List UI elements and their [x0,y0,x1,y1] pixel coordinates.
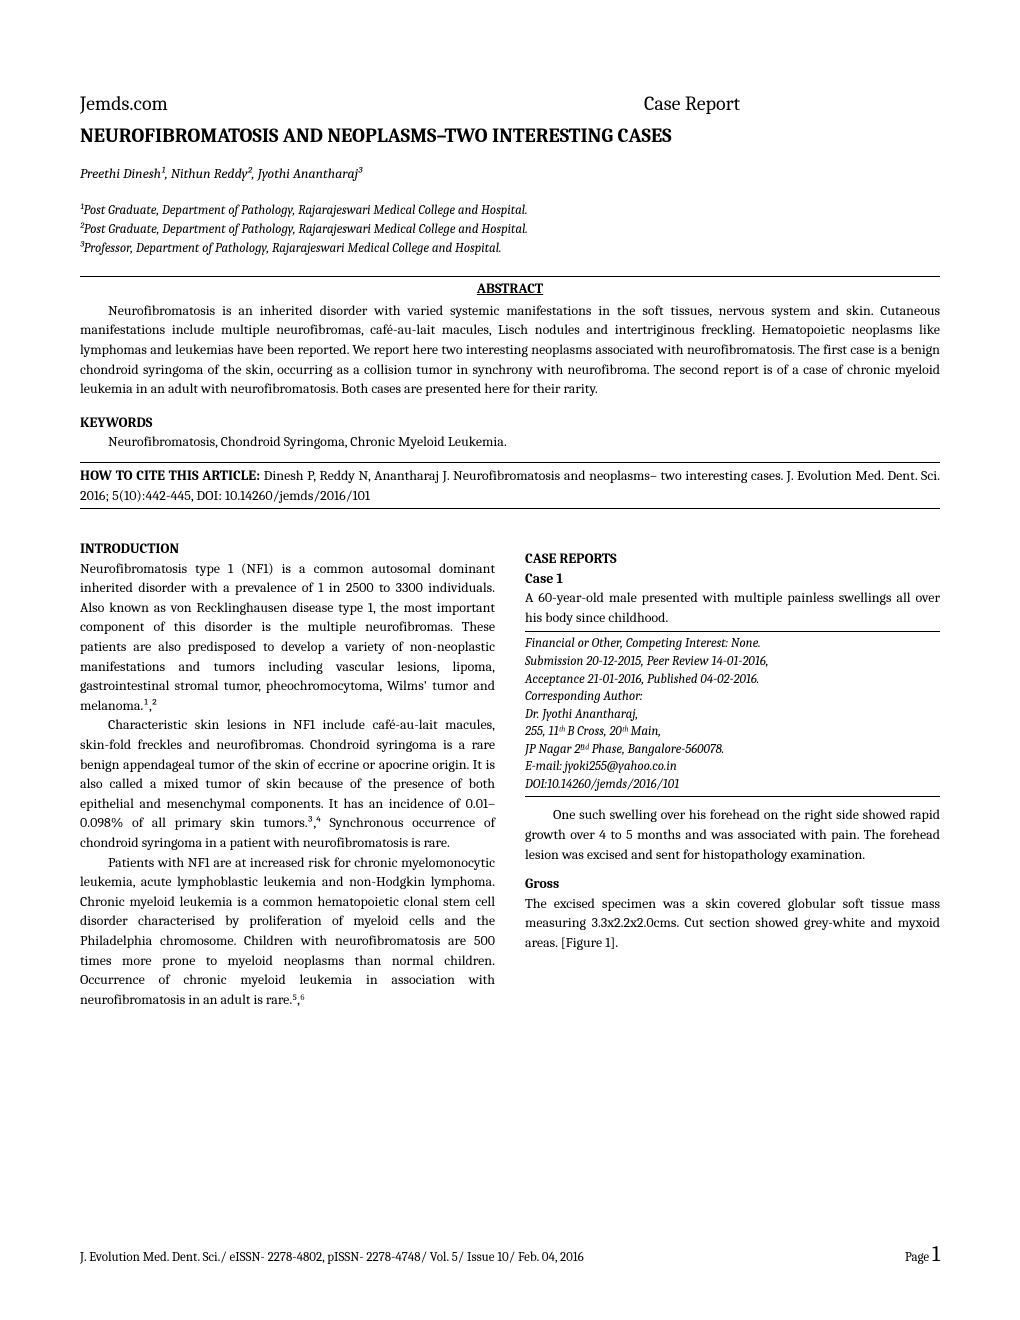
article-info-box: Financial or Other, Competing Interest: … [525,631,940,797]
header-line: Jemds.com Case Report [80,90,940,118]
info-line-6: 255, 11ᵗʰ B Cross, 20ᵗʰ Main, [525,723,940,741]
keywords-text: Neurofibromatosis, Chondroid Syringoma, … [80,432,940,452]
spacer [525,864,940,874]
intro-para-3: Patients with NF1 are at increased risk … [80,853,495,1010]
gross-para-1: The excised specimen was a skin covered … [525,894,940,953]
article-title: NEUROFIBROMATOSIS AND NEOPLASMS–TWO INTE… [80,122,940,150]
footer: J. Evolution Med. Dent. Sci./ eISSN- 227… [80,1239,940,1270]
abstract-text: Neurofibromatosis is an inherited disord… [80,301,940,399]
info-line-3: Acceptance 21-01-2016, Published 04-02-2… [525,671,940,689]
case-1-para-1: A 60-year-old male presented with multip… [525,588,940,627]
page-number: Page 1 [905,1239,940,1270]
cite-label: HOW TO CITE THIS ARTICLE: [80,467,264,484]
abstract-heading: ABSTRACT [80,279,940,299]
info-line-5: Dr. Jyothi Anantharaj, [525,706,940,724]
footer-journal-info: J. Evolution Med. Dent. Sci./ eISSN- 227… [80,1249,584,1267]
two-column-layout: INTRODUCTION Neurofibromatosis type 1 (N… [80,539,940,1009]
info-line-8: E-mail: jyoki255@yahoo.co.in [525,758,940,776]
site-name: Jemds.com [80,90,168,118]
gross-heading: Gross [525,874,940,894]
intro-para-1: Neurofibromatosis type 1 (NF1) is a comm… [80,559,495,716]
info-line-2: Submission 20-12-2015, Peer Review 14-01… [525,653,940,671]
left-column: INTRODUCTION Neurofibromatosis type 1 (N… [80,539,495,1009]
case-1-heading: Case 1 [525,569,940,589]
affiliation-3: ³Professor, Department of Pathology, Raj… [80,240,940,258]
info-line-7: JP Nagar 2ⁿᵈ Phase, Bangalore-560078. [525,741,940,759]
page-label: Page [905,1250,932,1265]
info-line-9: DOI:10.14260/jemds/2016/101 [525,776,940,794]
citation-box: HOW TO CITE THIS ARTICLE: Dinesh P, Redd… [80,462,940,509]
case-reports-heading: CASE REPORTS [525,549,940,569]
affiliation-1: ¹Post Graduate, Department of Pathology,… [80,202,940,220]
rule [80,276,940,277]
affiliation-2: ²Post Graduate, Department of Pathology,… [80,221,940,239]
right-column: CASE REPORTS Case 1 A 60-year-old male p… [525,539,940,1009]
keywords-heading: KEYWORDS [80,413,940,433]
info-line-4: Corresponding Author: [525,688,940,706]
page-digit: 1 [932,1241,940,1267]
intro-para-2: Characteristic skin lesions in NF1 inclu… [80,715,495,852]
article-category: Case Report [644,90,740,118]
affiliations: ¹Post Graduate, Department of Pathology,… [80,202,940,259]
case-1-para-2: One such swelling over his forehead on t… [525,805,940,864]
spacer [525,539,940,549]
info-line-1: Financial or Other, Competing Interest: … [525,635,940,653]
introduction-heading: INTRODUCTION [80,539,495,559]
authors-line: Preethi Dinesh¹, Nithun Reddy², Jyothi A… [80,164,940,184]
